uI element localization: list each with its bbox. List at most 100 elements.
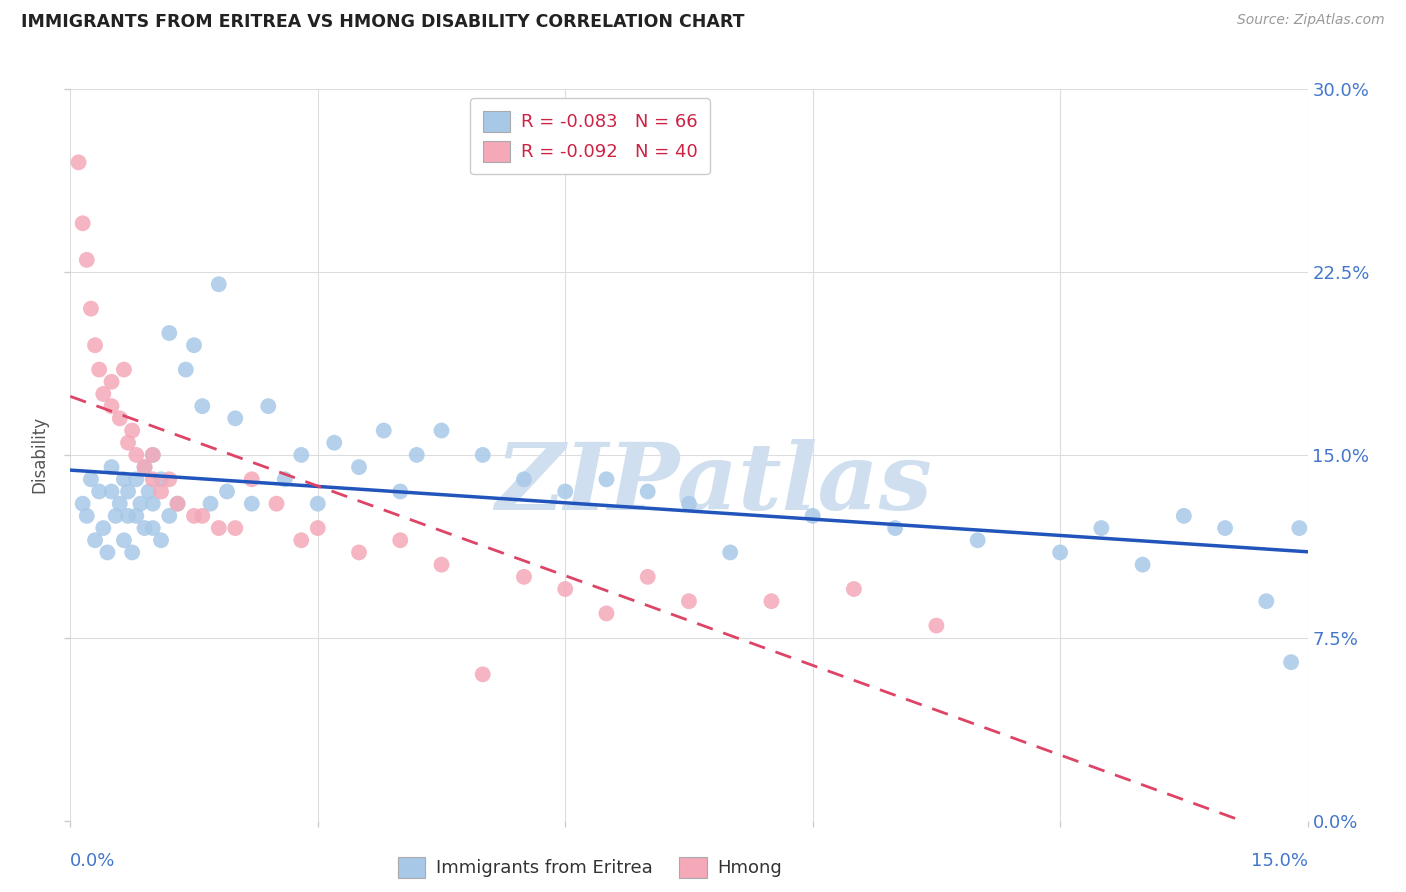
- Point: [150, 472, 173, 486]
- Point: [100, 484, 122, 499]
- Point: [134, 460, 156, 475]
- Point: [166, 497, 188, 511]
- Point: [112, 362, 135, 376]
- Point: [290, 448, 312, 462]
- Point: [200, 497, 222, 511]
- Point: [471, 667, 494, 681]
- Point: [100, 460, 122, 475]
- Point: [142, 448, 165, 462]
- Text: 15.0%: 15.0%: [1250, 852, 1308, 870]
- Point: [240, 497, 263, 511]
- Point: [389, 484, 412, 499]
- Point: [966, 533, 988, 548]
- Text: IMMIGRANTS FROM ERITREA VS HMONG DISABILITY CORRELATION CHART: IMMIGRANTS FROM ERITREA VS HMONG DISABIL…: [21, 13, 745, 31]
- Point: [166, 497, 188, 511]
- Point: [142, 521, 165, 535]
- Point: [117, 435, 139, 450]
- Point: [290, 533, 312, 548]
- Point: [104, 508, 127, 523]
- Point: [125, 472, 148, 486]
- Point: [100, 399, 122, 413]
- Point: [718, 545, 741, 559]
- Point: [1049, 545, 1071, 559]
- Point: [240, 472, 263, 486]
- Point: [637, 570, 659, 584]
- Point: [157, 508, 180, 523]
- Point: [801, 508, 824, 523]
- Point: [678, 497, 700, 511]
- Point: [138, 484, 160, 499]
- Point: [67, 155, 90, 169]
- Point: [513, 472, 536, 486]
- Point: [678, 594, 700, 608]
- Point: [108, 497, 131, 511]
- Point: [347, 545, 370, 559]
- Point: [1288, 521, 1310, 535]
- Point: [430, 558, 453, 572]
- Point: [595, 472, 617, 486]
- Point: [150, 484, 173, 499]
- Point: [100, 375, 122, 389]
- Point: [80, 472, 103, 486]
- Point: [76, 508, 98, 523]
- Point: [183, 338, 205, 352]
- Point: [89, 362, 111, 376]
- Point: [142, 472, 165, 486]
- Point: [157, 326, 180, 340]
- Point: [405, 448, 427, 462]
- Point: [513, 570, 536, 584]
- Point: [266, 497, 288, 511]
- Point: [389, 533, 412, 548]
- Point: [125, 448, 148, 462]
- Point: [1279, 655, 1302, 669]
- Point: [1173, 508, 1195, 523]
- Point: [157, 472, 180, 486]
- Point: [72, 216, 94, 230]
- Point: [80, 301, 103, 316]
- Point: [323, 435, 346, 450]
- Point: [191, 399, 214, 413]
- Point: [91, 521, 114, 535]
- Point: [430, 424, 453, 438]
- Point: [121, 424, 143, 438]
- Point: [117, 484, 139, 499]
- Point: [307, 521, 329, 535]
- Legend: Immigrants from Eritrea, Hmong: Immigrants from Eritrea, Hmong: [391, 849, 789, 885]
- Point: [842, 582, 865, 596]
- Point: [89, 484, 111, 499]
- Point: [84, 338, 107, 352]
- Text: Source: ZipAtlas.com: Source: ZipAtlas.com: [1237, 13, 1385, 28]
- Point: [373, 424, 395, 438]
- Point: [142, 497, 165, 511]
- Point: [208, 521, 231, 535]
- Point: [96, 545, 118, 559]
- Point: [637, 484, 659, 499]
- Text: ZIPatlas: ZIPatlas: [495, 439, 932, 529]
- Point: [215, 484, 238, 499]
- Point: [884, 521, 907, 535]
- Point: [1213, 521, 1236, 535]
- Point: [595, 607, 617, 621]
- Point: [76, 252, 98, 267]
- Point: [134, 521, 156, 535]
- Point: [1132, 558, 1154, 572]
- Point: [142, 448, 165, 462]
- Point: [554, 484, 576, 499]
- Point: [761, 594, 783, 608]
- Point: [925, 618, 948, 632]
- Point: [208, 277, 231, 292]
- Point: [183, 508, 205, 523]
- Point: [72, 497, 94, 511]
- Point: [150, 533, 173, 548]
- Point: [129, 497, 152, 511]
- Point: [257, 399, 280, 413]
- Point: [125, 508, 148, 523]
- Point: [117, 508, 139, 523]
- Point: [554, 582, 576, 596]
- Point: [347, 460, 370, 475]
- Point: [224, 411, 246, 425]
- Point: [1256, 594, 1278, 608]
- Point: [471, 448, 494, 462]
- Point: [307, 497, 329, 511]
- Y-axis label: Disability: Disability: [31, 417, 49, 493]
